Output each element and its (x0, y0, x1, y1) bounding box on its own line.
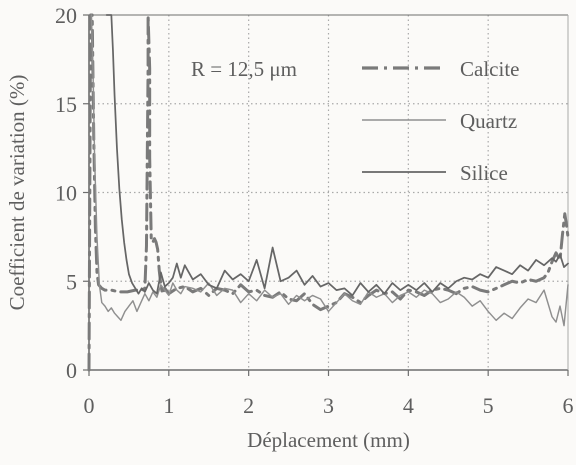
x-tick-label: 5 (483, 393, 494, 418)
y-tick-labels: 0 5 10 15 20 (55, 3, 89, 383)
legend-label-quartz: Quartz (460, 109, 517, 133)
grid-lines (89, 15, 568, 370)
x-tick-labels: 0 1 2 3 4 5 6 (84, 370, 574, 418)
series-line-quartz (90, 14, 569, 327)
x-tick-label: 4 (403, 393, 414, 418)
series-line-silice (105, 14, 569, 297)
data-series (87, 13, 570, 372)
y-tick-label: 0 (66, 358, 77, 383)
x-tick-label: 2 (243, 393, 254, 418)
x-axis-label: Déplacement (mm) (247, 428, 410, 452)
legend: Calcite Quartz Silice (362, 57, 519, 185)
x-tick-label: 0 (84, 393, 95, 418)
y-axis-label: Coefficient de variation (%) (5, 75, 29, 311)
series-line-calcite (87, 13, 570, 372)
x-tick-label: 3 (323, 393, 334, 418)
legend-label-calcite: Calcite (460, 57, 519, 81)
y-tick-label: 10 (55, 181, 77, 206)
y-tick-label: 5 (66, 269, 77, 294)
legend-label-silice: Silice (460, 161, 508, 185)
x-tick-label: 6 (563, 393, 574, 418)
y-tick-label: 15 (55, 92, 77, 117)
x-tick-label: 1 (163, 393, 174, 418)
radius-annotation: R = 12,5 μm (191, 57, 297, 81)
y-tick-label: 20 (55, 3, 77, 28)
